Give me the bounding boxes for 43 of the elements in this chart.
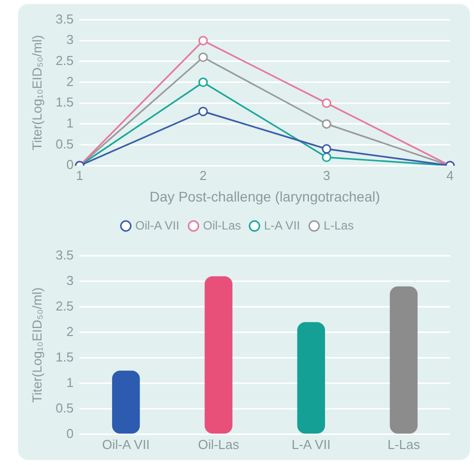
point	[322, 144, 332, 154]
y-tick-label: 3.5	[56, 11, 74, 26]
legend-label: L-A VII	[264, 218, 300, 232]
point	[198, 78, 208, 88]
y-tick-label: 1.5	[56, 94, 74, 110]
x-tick-label: 1	[76, 168, 84, 183]
y-tick-label: 1.5	[56, 349, 74, 364]
bar	[204, 276, 232, 434]
y-tick-label: 2.5	[56, 53, 74, 68]
point	[322, 119, 332, 129]
y-axis-title: Titer(Log₁₀EID₅₀/ml)	[29, 35, 44, 150]
y-tick-label: 3	[66, 272, 74, 288]
y-tick-label: 0.5	[56, 136, 74, 152]
x-tick-label: 2	[199, 168, 207, 183]
x-tick-label: 4	[446, 168, 454, 183]
y-tick-label: 3	[66, 32, 74, 48]
bar	[112, 370, 140, 434]
y-tick-label: 1	[66, 116, 74, 131]
point	[198, 36, 208, 46]
y-tick-label: 2	[66, 324, 74, 339]
y-tick-label: 0.5	[56, 400, 74, 416]
y-tick-label: 3.5	[56, 247, 74, 262]
y-tick-label: 0	[66, 157, 74, 172]
x-tick-label: 3	[322, 168, 330, 183]
y-tick-label: 2.5	[56, 298, 74, 314]
y-tick-label: 2	[66, 74, 74, 89]
bar	[390, 286, 418, 434]
point	[198, 106, 208, 116]
legend-label: L-Las	[324, 218, 354, 232]
x-tick-label: L-Las	[387, 436, 420, 452]
y-axis-title: Titer(Log₁₀EID₅₀/ml)	[29, 287, 44, 403]
point	[322, 152, 332, 162]
y-tick-label: 1	[66, 374, 74, 390]
y-tick-label: 0	[66, 426, 74, 441]
bar	[297, 322, 326, 434]
point	[198, 52, 208, 62]
x-axis-title: Day Post-challenge (laryngotracheal)	[150, 188, 380, 204]
point	[322, 98, 332, 108]
x-tick-label: Oil-A VII	[102, 436, 150, 452]
legend-label: Oil-Las	[202, 218, 241, 232]
x-tick-label: L-A VII	[292, 436, 331, 452]
x-tick-label: Oil-Las	[198, 436, 240, 452]
legend-label: Oil-A VII	[135, 218, 180, 232]
